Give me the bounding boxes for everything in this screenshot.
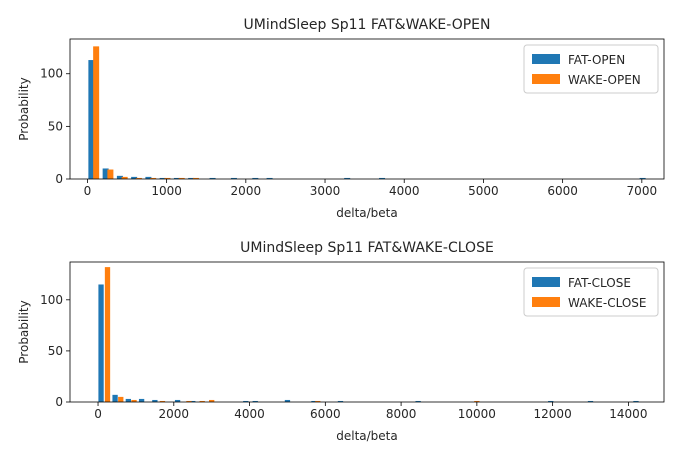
bar-fat-4 <box>145 176 152 179</box>
bar-fat-2 <box>125 398 131 402</box>
y-tick-label: 100 <box>40 293 63 307</box>
y-tick-label: 50 <box>48 344 63 358</box>
bar-wake-4 <box>150 177 157 179</box>
bar-fat-15 <box>633 400 639 402</box>
bar-fat-9 <box>284 399 291 402</box>
legend-label-1: FAT-OPEN <box>568 53 625 67</box>
bar-fat-9 <box>230 177 237 179</box>
x-tick-label: 2000 <box>159 407 190 421</box>
bar-fat-10 <box>311 400 317 402</box>
bar-wake-3 <box>135 177 142 179</box>
legend-swatch-1 <box>532 277 560 287</box>
legend-swatch-2 <box>532 297 560 307</box>
bar-fat-7 <box>243 400 249 402</box>
legend: FAT-OPEN WAKE-OPEN <box>523 44 659 94</box>
bar-wake-6 <box>209 399 215 402</box>
bar-wake-5 <box>199 400 205 402</box>
y-axis-label: Probability <box>17 300 31 363</box>
x-axis-label: delta/beta <box>336 206 398 220</box>
bar-wake-5 <box>164 177 171 179</box>
x-tick-label: 2000 <box>231 184 262 198</box>
bar-fat-11 <box>337 400 344 402</box>
y-tick-label: 0 <box>55 395 63 409</box>
x-tick-label: 6000 <box>310 407 341 421</box>
x-tick-label: 12000 <box>534 407 572 421</box>
bar-fat-2 <box>116 175 123 179</box>
legend-swatch-1 <box>532 54 560 64</box>
bar-fat-13 <box>548 400 554 402</box>
legend-label-2: WAKE-OPEN <box>568 73 641 87</box>
bar-fat-6 <box>173 177 180 179</box>
x-tick-label: 6000 <box>547 184 578 198</box>
bar-wake-1 <box>107 169 114 179</box>
x-tick-label: 10000 <box>458 407 496 421</box>
legend-swatch-2 <box>532 74 560 84</box>
bar-fat-1 <box>102 168 109 179</box>
bar-wake-0 <box>93 46 100 180</box>
bar-fat-14 <box>639 177 646 179</box>
y-tick-label: 0 <box>55 172 63 186</box>
bar-fat-13 <box>379 177 386 179</box>
bar-fat-0 <box>88 60 95 179</box>
chart-panel-1: 0 1000 2000 3000 4000 5000 6000 7000 0 50 100 UMind… <box>17 17 665 220</box>
bar-fat-10 <box>252 177 259 179</box>
x-tick-label: 7000 <box>627 184 658 198</box>
x-axis-label: delta/beta <box>336 429 398 443</box>
bar-fat-11 <box>266 177 273 179</box>
bar-fat-3 <box>138 398 145 402</box>
bar-fat-3 <box>131 176 138 179</box>
bar-fat-5 <box>174 399 181 402</box>
x-tick-label: 1000 <box>151 184 182 198</box>
bar-fat-8 <box>252 400 258 402</box>
bar-wake-1 <box>118 396 124 402</box>
x-tick-label: 4000 <box>389 184 420 198</box>
bar-fat-8 <box>209 177 216 179</box>
plot-frame <box>69 38 665 180</box>
bar-wake-4 <box>186 400 192 402</box>
bar-fat-0 <box>98 284 104 402</box>
chart-panel-2: 0 2000 4000 6000 8000 10000 12000 14000 0 50 100 UM… <box>17 240 665 443</box>
bar-fat-1 <box>112 394 118 402</box>
bar-wake-3 <box>159 400 166 402</box>
bar-wake-2 <box>131 399 137 402</box>
bar-fat-4 <box>152 399 158 402</box>
bar-fat-12 <box>415 400 421 402</box>
bar-wake-8 <box>474 400 480 402</box>
bar-wake-7 <box>192 177 199 179</box>
y-tick-label: 100 <box>40 67 63 81</box>
bar-fat-5 <box>159 177 166 179</box>
bar-wake-6 <box>178 177 185 179</box>
x-tick-label: 14000 <box>609 407 647 421</box>
bar-fat-14 <box>587 400 594 402</box>
x-tick-label: 5000 <box>468 184 499 198</box>
bar-fat-7 <box>188 177 195 179</box>
x-tick-label: 8000 <box>386 407 417 421</box>
y-tick-label: 50 <box>48 119 63 133</box>
chart-title: UMindSleep Sp11 FAT&WAKE-OPEN <box>244 17 491 33</box>
x-tick-label: 0 <box>94 407 102 421</box>
y-axis-label: Probability <box>17 77 31 140</box>
x-tick-label: 0 <box>84 184 92 198</box>
bar-wake-7 <box>315 400 321 402</box>
chart-title: UMindSleep Sp11 FAT&WAKE-CLOSE <box>240 240 494 256</box>
bar-fat-12 <box>344 177 351 179</box>
plot-frame <box>69 261 665 403</box>
x-tick-label: 3000 <box>310 184 341 198</box>
legend-label-2: WAKE-CLOSE <box>568 296 646 310</box>
legend-label-1: FAT-CLOSE <box>568 276 631 290</box>
x-tick-label: 4000 <box>234 407 265 421</box>
legend: FAT-CLOSE WAKE-CLOSE <box>523 267 659 317</box>
bar-wake-2 <box>121 176 128 179</box>
bar-fat-6 <box>190 400 196 402</box>
bar-wake-0 <box>104 267 111 402</box>
